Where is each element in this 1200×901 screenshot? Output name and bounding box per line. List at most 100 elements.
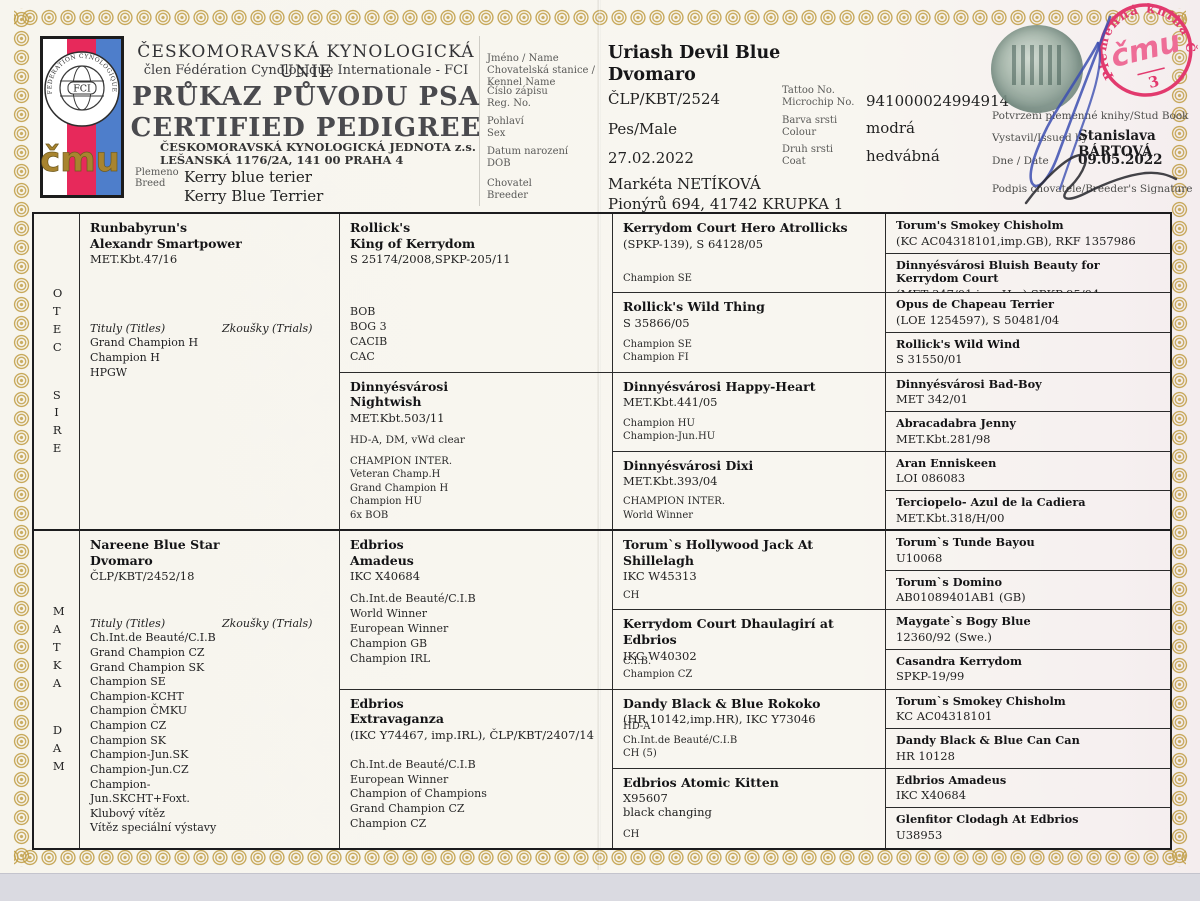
reg-label-en: Reg. No. <box>487 98 531 109</box>
dam-label-cs: MATKA <box>52 604 65 690</box>
ggp-name: Dinnyésvárosi Happy-Heart <box>623 378 816 394</box>
breed-label-cs: Plemeno <box>135 167 179 178</box>
pedigree-cell-sire-ggp4: Dinnyésvárosi Dixi MET.Kbt.393/04 CHAMPI… <box>613 451 886 531</box>
pedigree-cell-sire-gggp2: Dinnyésvárosi Bluish Beauty for Kerrydom… <box>886 254 1170 294</box>
pedigree-cell-sire-gggp4: Rollick's Wild Wind S 31550/01 <box>886 333 1170 373</box>
ggp-extra: black changing <box>623 805 712 820</box>
dam-reg: ČLP/KBT/2452/18 <box>90 569 195 584</box>
gggp-name: Maygate`s Bogy Blue <box>896 614 1031 629</box>
ggp-name: Rollick's Wild Thing <box>623 299 765 315</box>
gggp-name: Dandy Black & Blue Can Can <box>896 733 1080 748</box>
pedigree-cell-dam-gggp6: Dandy Black & Blue Can Can HR 10128 <box>886 729 1170 769</box>
sire-trials-label: Zkoušky (Trials) <box>222 322 313 336</box>
studbook-stamp: Plemenná kniha ČMKU čmu 3 <box>1083 0 1200 97</box>
pedigree-cell-sire-gggp5: Dinnyésvárosi Bad-Boy MET 342/01 <box>886 373 1170 413</box>
pedigree-cell-dam-ggp4: Edbrios Atomic Kitten X95607 black chang… <box>613 768 886 848</box>
gggp-name: Opus de Chapeau Terrier <box>896 297 1054 312</box>
pedigree-cell-dam-ggp2: Kerrydom Court Dhaulagirí at Edbrios IKC… <box>613 610 886 690</box>
ggp-reg: IKC W45313 <box>623 569 697 584</box>
blue-pen-signature <box>1029 15 1112 191</box>
gggp-reg: AB01089401AB1 (GB) <box>896 590 1026 605</box>
gggp-reg: MET.Kbt.318/H/00 <box>896 510 1005 525</box>
sire-titles: Grand Champion H Champion H HPGW <box>90 336 199 379</box>
dam-gf-reg: IKC X40684 <box>350 569 421 584</box>
pedigree-cell-sire-ggp2: Rollick's Wild Thing S 35866/05 Champion… <box>613 293 886 373</box>
dam-label-en: DAM <box>52 723 65 773</box>
breed-value-cs: Kerry blue terier <box>184 168 312 186</box>
pedigree-cell-dam-gggp4: Casandra Kerrydom SPKP-19/99 <box>886 650 1170 690</box>
kennel-label: Chovatelská stanice / Kennel Name <box>487 65 596 88</box>
colour-label-cs: Barva srsti <box>782 115 838 126</box>
ggp-titles: CH <box>623 589 640 601</box>
pedigree-cell-sire-gm: Dinnyésvárosi Nightwish MET.Kbt.503/11 H… <box>340 372 613 531</box>
name-label: Jméno / Name <box>487 53 559 64</box>
pedigree-cell-dam-gm: Edbrios Extravaganza (IKC Y74467, imp.IR… <box>340 689 613 848</box>
dam-gf-name: Edbrios Amadeus <box>350 537 414 568</box>
gggp-reg: MET 342/01 <box>896 392 968 407</box>
dam-gm-name: Edbrios Extravaganza <box>350 695 444 727</box>
fci-cmku-logo: FEDERATION CYNOLOGIQUE INTERNATIONALE FC… <box>40 36 124 198</box>
gggp-reg: SPKP-19/99 <box>896 669 965 684</box>
gggp-name: Torum`s Domino <box>896 574 1003 589</box>
gggp-name: Aran Enniskeen <box>896 455 997 470</box>
breeder-label-en: Breeder <box>487 190 529 201</box>
stamp-number: 3 <box>1147 72 1161 92</box>
pedigree-table: OTEC SIRE Runbabyrun's Alexandr Smartpow… <box>32 212 1172 850</box>
dam-gf-title-list: Ch.Int.de Beauté/C.I.B World Winner Euro… <box>350 592 476 665</box>
pedigree-cell-dam: Nareene Blue Star Dvomaro ČLP/KBT/2452/1… <box>80 531 340 848</box>
fold-crease-left <box>479 36 480 206</box>
ggp-reg: IKC W40302 <box>623 648 697 663</box>
sire-gf-reg: S 25174/2008,SPKP-205/11 <box>350 252 511 267</box>
dob-label-cs: Datum narození <box>487 146 569 157</box>
fold-crease-center <box>597 0 601 870</box>
sire-gf-title-list: BOB BOG 3 CACIB CAC <box>350 305 388 363</box>
sex-value: Pes/Male <box>608 120 678 138</box>
fci-text: FCI <box>73 84 91 95</box>
pedigree-cell-dam-ggp3: Dandy Black & Blue Rokoko (HR 10142,imp.… <box>613 689 886 769</box>
gggp-reg: KC AC04318101 <box>896 709 993 724</box>
ornament-border-right <box>1170 8 1189 867</box>
gggp-reg: (MET 347/01 imp.Hu.),SPKP-95/04 <box>896 287 1160 293</box>
ggp-reg: MET.Kbt.441/05 <box>623 395 718 410</box>
pedigree-cell-dam-gggp2: Torum`s Domino AB01089401AB1 (GB) <box>886 571 1170 611</box>
breed-label-en: Breed <box>135 178 166 189</box>
cmku-gold-text: čmu <box>40 140 120 180</box>
ggp-name: Dinnyésvárosi Dixi <box>623 457 754 473</box>
gggp-reg: (KC AC04318101,imp.GB), RKF 1357986 <box>896 233 1136 248</box>
breeder-value: Markéta NETÍKOVÁ Pionýrů 694, 41742 KRUP… <box>608 175 844 214</box>
pedigree-cell-dam-gggp8: Glenfitor Clodagh At Edbrios U38953 <box>886 808 1170 848</box>
gggp-name: Edbrios Amadeus <box>896 772 1007 787</box>
pedigree-cell-dam-gggp3: Maygate`s Bogy Blue 12360/92 (Swe.) <box>886 610 1170 650</box>
sire-label-cs: OTEC <box>52 286 63 354</box>
dam-gm-title-list: Ch.Int.de Beauté/C.I.B European Winner C… <box>350 757 487 831</box>
sire-gm-titles: HD-A, DM, vWd clear CHAMPION INTER. Vete… <box>350 433 465 522</box>
coat-value: hedvábná <box>866 147 940 165</box>
ggp-titles: CH <box>623 828 640 840</box>
ornament-border-top <box>14 8 1186 27</box>
sire-reg: MET.Kbt.47/16 <box>90 252 178 267</box>
dam-gm-titles: Ch.Int.de Beauté/C.I.B European Winner C… <box>350 758 487 832</box>
breeder-signature <box>1024 153 1178 205</box>
gggp-name: Casandra Kerrydom <box>896 653 1022 668</box>
doc-title-cs: PRŮKAZ PŮVODU PSA <box>132 82 480 112</box>
pedigree-cell-sire-ggp1: Kerrydom Court Hero Atrollicks (SPKP-139… <box>613 214 886 294</box>
sire-gf-titles: BOB BOG 3 CACIB CAC <box>350 305 387 364</box>
ggp-name: Edbrios Atomic Kitten <box>623 774 779 790</box>
dog-name: Uriash Devil Blue Dvomaro <box>608 43 781 85</box>
gggp-reg: U38953 <box>896 827 943 842</box>
sire-gm-reg: MET.Kbt.503/11 <box>350 410 445 425</box>
ggp-titles: HD-A Ch.Int.de Beauté/C.I.B CH (5) <box>623 721 738 760</box>
gggp-name: Dinnyésvárosi Bluish Beauty for Kerrydom… <box>896 257 1100 286</box>
dob-label-en: DOB <box>487 158 511 169</box>
ggp-reg: S 35866/05 <box>623 315 690 330</box>
breeder-label-cs: Chovatel <box>487 178 532 189</box>
dam-gm-reg: (IKC Y74467, imp.IRL), ČLP/KBT/2407/14 <box>350 727 594 742</box>
ggp-reg: (SPKP-139), S 64128/05 <box>623 236 764 251</box>
dam-trials-label: Zkoušky (Trials) <box>222 617 313 631</box>
pedigree-cell-dam-gggp5: Torum`s Smokey Chisholm KC AC04318101 <box>886 690 1170 730</box>
pedigree-cell-dam-gggp1: Torum`s Tunde Bayou U10068 <box>886 531 1170 571</box>
pedigree-cell-sire-gggp1: Torum's Smokey Chisholm (KC AC04318101,i… <box>886 214 1170 254</box>
dam-gf-titles: Ch.Int.de Beauté/C.I.B World Winner Euro… <box>350 592 476 666</box>
gggp-name: Torum`s Tunde Bayou <box>896 535 1035 549</box>
coat-label-cs: Druh srsti <box>782 144 834 155</box>
